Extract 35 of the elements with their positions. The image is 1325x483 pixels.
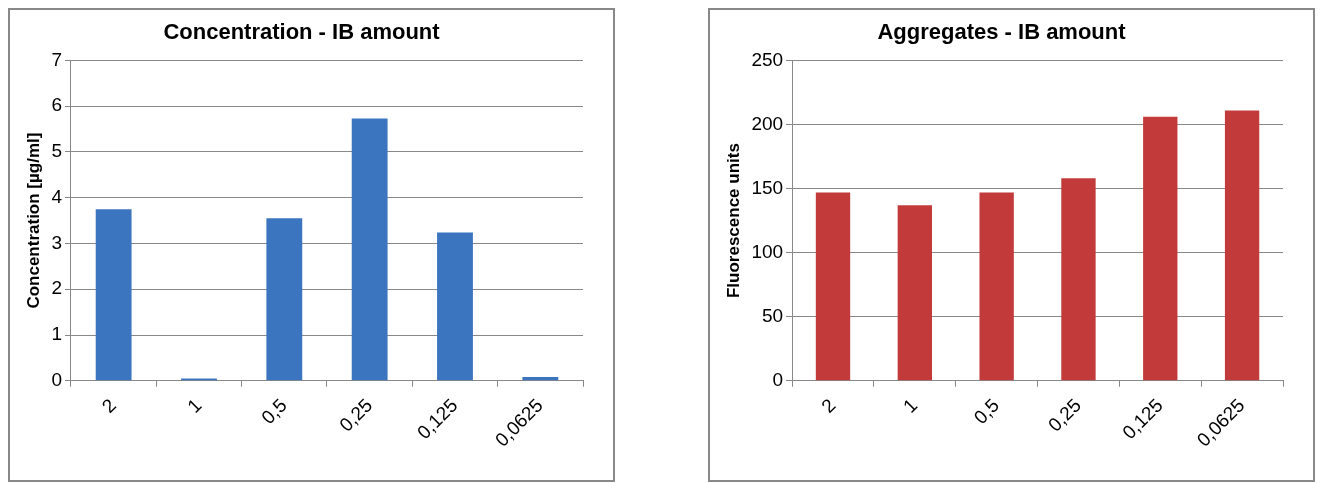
- bar: [897, 205, 933, 381]
- y-axis-title: Concentration [µg/ml]: [23, 132, 43, 309]
- bar: [95, 209, 132, 381]
- x-tick-label: 2: [817, 394, 840, 417]
- y-tick-label: 0: [51, 369, 62, 391]
- y-tick-label: 7: [51, 48, 62, 70]
- bar: [351, 118, 388, 381]
- y-tick-label: 100: [751, 240, 784, 262]
- y-tick-label: 50: [761, 304, 784, 326]
- y-tick-label: 0: [772, 369, 784, 391]
- y-tick-label: 2: [51, 277, 62, 299]
- chart-title: Aggregates - IB amount: [877, 19, 1127, 45]
- bar: [522, 377, 559, 381]
- y-tick-label: 150: [751, 176, 784, 198]
- x-tick-label: 0,5: [969, 394, 1004, 429]
- y-tick-label: 6: [51, 94, 62, 116]
- bar: [1143, 116, 1178, 381]
- bar: [979, 192, 1014, 381]
- x-tick-label: 1: [183, 394, 206, 417]
- x-tick-label: 0,5: [257, 394, 291, 429]
- y-tick-label: 1: [51, 323, 62, 345]
- y-axis-title: Fluorescence units: [723, 143, 743, 299]
- y-tick-label: 250: [751, 48, 784, 70]
- y-tick-label: 3: [51, 231, 62, 253]
- bar: [815, 192, 851, 381]
- x-tick-label: 1: [899, 394, 922, 417]
- bar: [266, 218, 303, 381]
- y-tick-label: 5: [51, 140, 62, 162]
- chart-title: Concentration - IB amount: [163, 19, 441, 45]
- bar: [437, 232, 473, 381]
- y-tick-label: 200: [751, 112, 784, 134]
- bar: [1061, 178, 1096, 381]
- x-tick-label: 2: [97, 394, 121, 417]
- bar: [1224, 110, 1260, 381]
- y-tick-label: 4: [51, 185, 63, 207]
